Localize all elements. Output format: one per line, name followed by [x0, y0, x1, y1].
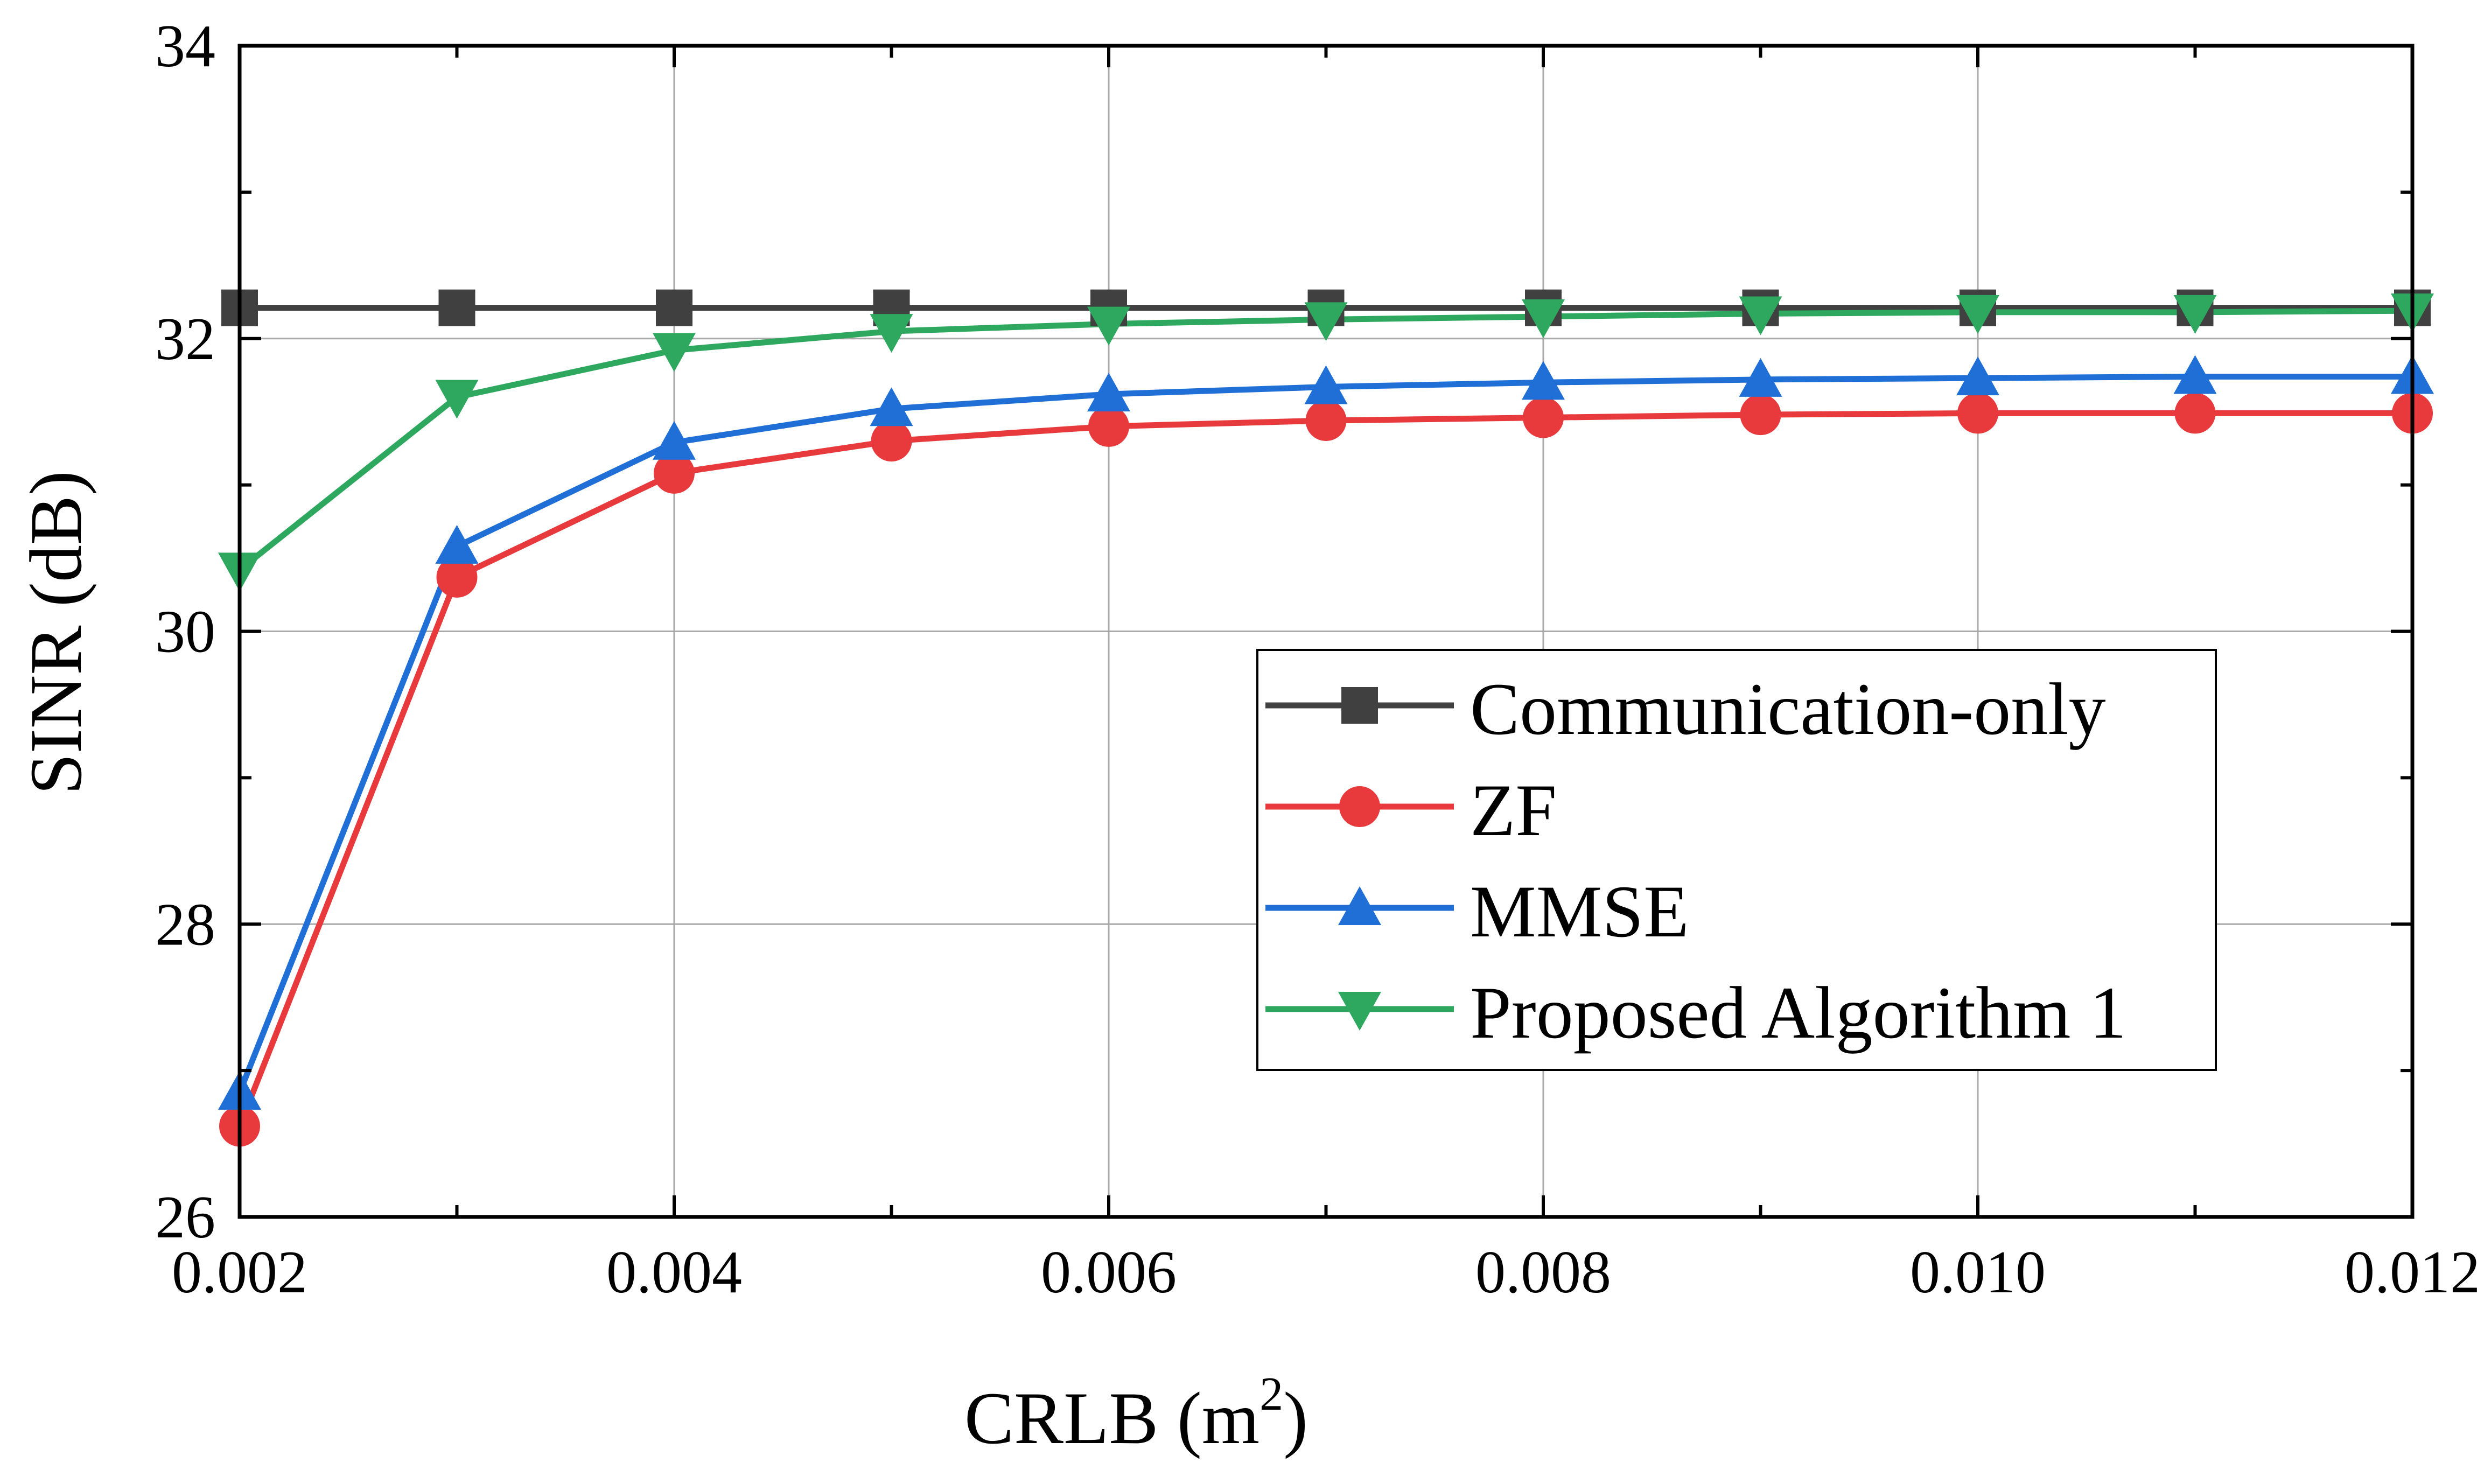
data-point-zf: [654, 452, 695, 494]
data-point-communication-only: [656, 289, 692, 326]
y-tick-label: 32: [155, 306, 215, 373]
data-point-zf: [2174, 393, 2216, 434]
legend-swatch-marker: [1339, 786, 1380, 827]
y-axis-label: SINR (dB): [15, 471, 97, 795]
data-point-zf: [1523, 397, 1564, 438]
legend-swatch-mmse: [1265, 886, 1454, 925]
data-point-mmse: [870, 387, 913, 426]
data-point-proposed-algorithm-1: [1304, 302, 1348, 341]
legend: Communication-only ZF MMSE Proposed Algo…: [1256, 649, 2217, 1071]
data-point-zf: [436, 556, 478, 598]
x-tick-label: 0.004: [606, 1239, 742, 1306]
data-point-proposed-algorithm-1: [435, 380, 479, 419]
y-tick-label: 26: [155, 1184, 215, 1251]
legend-swatch-communication-only: [1265, 687, 1454, 724]
data-point-proposed-algorithm-1: [2173, 295, 2217, 334]
data-point-mmse: [2173, 355, 2217, 394]
data-point-mmse: [1522, 361, 1565, 400]
legend-swatch-marker: [1341, 687, 1378, 724]
data-point-zf: [1740, 394, 1781, 436]
legend-label-communication-only: Communication-only: [1470, 668, 2106, 750]
data-point-mmse: [1739, 358, 1782, 397]
legend-label-proposed-algorithm-1: Proposed Algorithm 1: [1470, 971, 2126, 1054]
legend-item: Communication-only: [1265, 668, 2106, 750]
x-tick-label: 0.008: [1475, 1239, 1611, 1306]
x-axis-label-main: CRLB (m: [964, 1377, 1260, 1459]
data-point-proposed-algorithm-1: [1087, 306, 1130, 346]
data-point-proposed-algorithm-1: [1739, 296, 1782, 335]
data-point-proposed-algorithm-1: [653, 333, 696, 372]
plot-frame: [237, 44, 2415, 1219]
x-tick-label: 0.002: [172, 1239, 307, 1306]
legend-swatch-marker: [1338, 992, 1381, 1031]
y-tick-label: 30: [155, 599, 215, 666]
data-point-mmse: [653, 421, 696, 460]
data-point-mmse: [1087, 373, 1130, 412]
x-tick-label: 0.012: [2345, 1239, 2480, 1306]
data-point-zf: [1957, 393, 1998, 434]
legend-label-zf: ZF: [1470, 769, 1557, 851]
data-point-communication-only: [438, 289, 475, 326]
data-point-proposed-algorithm-1: [1522, 299, 1565, 338]
x-axis-label-tail: ): [1283, 1377, 1308, 1459]
data-point-zf: [1088, 405, 1129, 447]
x-tick-label: 0.006: [1041, 1239, 1177, 1306]
data-point-mmse: [435, 524, 479, 564]
x-axis-label: CRLB (m2): [964, 1368, 1308, 1459]
legend-swatch-marker: [1338, 886, 1381, 925]
data-point-zf: [871, 421, 912, 462]
legend-label-mmse: MMSE: [1470, 870, 1689, 953]
data-point-proposed-algorithm-1: [870, 314, 913, 353]
legend-item: MMSE: [1265, 870, 1689, 953]
legend-swatch-proposed-algorithm-1: [1265, 992, 1454, 1031]
legend-box: [1256, 649, 2217, 1071]
y-tick-label: 28: [155, 891, 215, 958]
tick-labels: 0.002 0.004 0.006 0.008 0.010 0.012 26 28 30 32 34: [155, 13, 2480, 1306]
x-tick-label: 0.010: [1910, 1239, 2046, 1306]
y-tick-label: 34: [155, 13, 215, 80]
legend-item: ZF: [1265, 769, 1557, 851]
x-axis-label-superscript: 2: [1260, 1368, 1283, 1420]
data-point-mmse: [1304, 365, 1348, 404]
legend-swatch-zf: [1265, 786, 1454, 827]
data-point-mmse: [1956, 356, 1999, 396]
data-point-proposed-algorithm-1: [1956, 295, 1999, 334]
legend-item: Proposed Algorithm 1: [1265, 971, 2126, 1054]
data-point-zf: [1305, 400, 1347, 441]
